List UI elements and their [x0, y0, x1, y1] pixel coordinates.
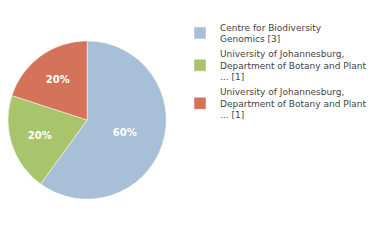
svg-text:20%: 20% — [28, 130, 52, 141]
svg-text:University of Johannesburg,Dep: University of Johannesburg,Department of… — [220, 49, 366, 82]
svg-text:20%: 20% — [46, 74, 70, 85]
svg-text:60%: 60% — [113, 127, 137, 138]
svg-text:Centre for BiodiversityGenomic: Centre for BiodiversityGenomics [3] — [220, 23, 322, 45]
svg-text:University of Johannesburg,Dep: University of Johannesburg,Department of… — [220, 87, 366, 120]
